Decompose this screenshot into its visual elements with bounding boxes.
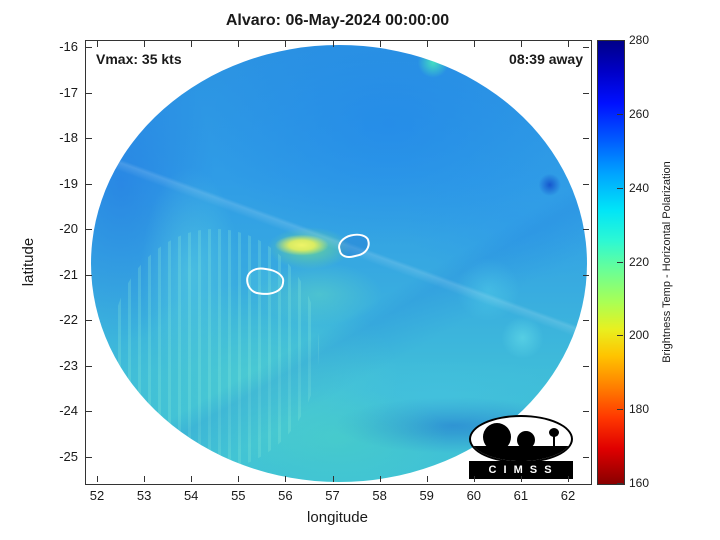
colorbar-tick-mark [617, 261, 623, 263]
x-tick-mark [426, 476, 428, 482]
colorbar-tick-mark [617, 113, 623, 115]
cimss-logo-text: C I M S S [469, 461, 573, 479]
x-tick-mark [568, 476, 569, 482]
colorbar-tick-mark [617, 40, 623, 41]
y-tick-mark [583, 229, 589, 231]
x-tick-label: 61 [513, 488, 529, 503]
x-tick-mark [473, 476, 475, 482]
x-tick-mark [379, 41, 381, 47]
x-tick-mark [191, 476, 193, 482]
x-tick-mark [144, 476, 146, 482]
x-tick-mark [97, 476, 98, 482]
y-tick-mark [583, 411, 589, 413]
y-tick-mark [583, 274, 589, 276]
x-tick-mark [568, 41, 569, 47]
y-tick-mark [86, 320, 92, 322]
y-tick-mark [86, 411, 92, 413]
y-tick-mark [86, 47, 92, 48]
y-tick-mark [583, 457, 589, 459]
colorbar-tick-label: 180 [629, 402, 650, 417]
colorbar-tick-label: 240 [629, 180, 650, 195]
y-tick-label: -24 [59, 403, 78, 419]
time-away-annotation: 08:39 away [509, 51, 583, 67]
x-tick-label: 62 [560, 488, 576, 503]
x-axis-label: longitude [307, 509, 368, 526]
horizon-silhouette-icon [471, 446, 571, 461]
y-tick-label: -21 [59, 266, 78, 282]
x-tick-mark [97, 41, 98, 47]
x-tick-label: 53 [136, 488, 152, 503]
y-tick-label: -18 [59, 130, 78, 146]
colorbar-tick-label: 160 [629, 476, 650, 490]
x-tick-mark [332, 476, 334, 482]
y-tick-mark [86, 183, 92, 185]
x-tick-mark [379, 476, 381, 482]
y-tick-mark [86, 138, 92, 140]
x-tick-mark [520, 41, 522, 47]
x-tick-mark [144, 41, 146, 47]
x-tick-label: 56 [278, 488, 293, 503]
colorbar-gradient [597, 40, 625, 485]
x-tick-label: 58 [372, 488, 387, 503]
y-tick-label: -16 [59, 39, 78, 54]
y-tick-label: -19 [59, 175, 78, 191]
water-tower-pole-icon [553, 433, 555, 449]
y-tick-mark [583, 365, 589, 367]
y-tick-mark [86, 229, 92, 231]
cimss-logo: C I M S S [469, 415, 573, 481]
colorbar-tick-mark [617, 483, 623, 484]
x-tick-label: 55 [231, 488, 246, 503]
small-dome-icon [517, 431, 535, 449]
x-tick-label: 57 [325, 488, 340, 503]
y-tick-label: -23 [59, 357, 78, 373]
cimss-logo-oval [469, 415, 573, 463]
colorbar-label: Brightness Temp - Horizontal Polarizatio… [661, 161, 673, 363]
x-tick-mark [285, 41, 287, 47]
y-tick-mark [583, 138, 589, 140]
plot-title: Alvaro: 06-May-2024 00:00:00 [225, 12, 450, 29]
x-tick-mark [520, 476, 522, 482]
y-tick-label: -22 [59, 312, 78, 328]
x-tick-mark [426, 41, 428, 47]
x-tick-mark [473, 41, 475, 47]
x-tick-mark [238, 476, 240, 482]
x-tick-label: 52 [89, 488, 105, 503]
y-tick-label: -25 [59, 449, 78, 465]
x-tick-label: 60 [466, 488, 482, 503]
y-tick-mark [583, 183, 589, 185]
y-tick-label: -20 [59, 221, 78, 237]
x-tick-label: 59 [419, 488, 434, 503]
colorbar-tick-label: 280 [629, 33, 650, 47]
swath-scanline-texture [110, 228, 320, 469]
y-tick-mark [583, 320, 589, 322]
x-tick-label: 54 [183, 488, 199, 503]
colorbar-tick-label: 260 [629, 106, 650, 121]
colorbar-tick-mark [617, 187, 623, 189]
y-tick-mark [86, 274, 92, 276]
vmax-annotation: Vmax: 35 kts [96, 51, 182, 67]
y-tick-mark [86, 92, 92, 94]
x-tick-mark [332, 41, 334, 47]
colorbar-tick-label: 220 [629, 254, 650, 269]
colorbar-tick-label: 200 [629, 328, 650, 343]
y-axis-label: latitude [20, 237, 37, 287]
water-tower-tank-icon [549, 428, 559, 437]
y-tick-mark [86, 457, 92, 459]
swath-seam-overlay [91, 45, 587, 482]
y-tick-mark [86, 365, 92, 367]
colorbar-tick-mark [617, 335, 623, 337]
colorbar-tick-mark [617, 409, 623, 411]
x-tick-mark [238, 41, 240, 47]
y-tick-label: -17 [59, 84, 78, 100]
observatory-dome-icon [483, 423, 511, 451]
satellite-swath-image [91, 45, 587, 482]
plot-area: Vmax: 35 kts 08:39 away C I M S S [85, 40, 592, 485]
y-tick-mark [583, 92, 589, 94]
x-tick-mark [191, 41, 193, 47]
y-tick-mark [583, 47, 589, 48]
x-tick-mark [285, 476, 287, 482]
